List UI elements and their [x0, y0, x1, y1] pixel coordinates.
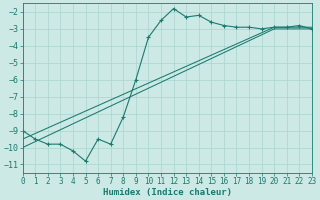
X-axis label: Humidex (Indice chaleur): Humidex (Indice chaleur) — [103, 188, 232, 197]
